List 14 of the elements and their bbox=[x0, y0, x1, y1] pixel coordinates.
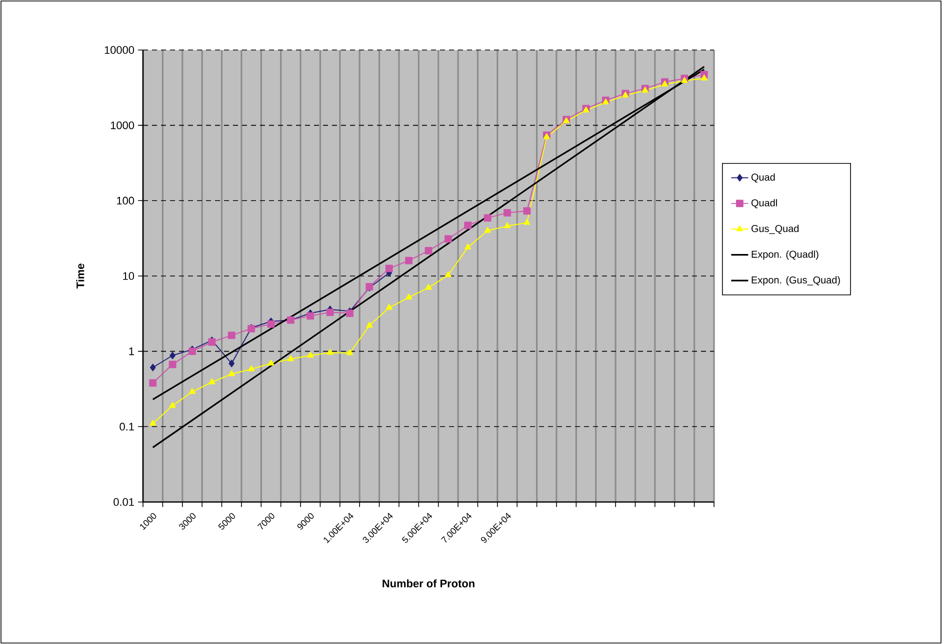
y-tick-label: 10000 bbox=[104, 46, 134, 54]
legend-label: Expon. (Gus_Quad) bbox=[752, 276, 840, 286]
y-tick-label: 100 bbox=[117, 196, 134, 205]
legend-label: Quadl bbox=[751, 199, 777, 208]
y-axis-title: Time bbox=[76, 264, 84, 289]
y-tick-label: 0.1 bbox=[120, 422, 134, 431]
y-tick-label: 10 bbox=[123, 272, 134, 280]
y-tick-label: 1000 bbox=[110, 121, 134, 130]
x-axis-title: Number of Proton bbox=[382, 579, 474, 588]
legend-label: Quad bbox=[751, 173, 775, 182]
y-tick-label: 0.01 bbox=[114, 498, 134, 506]
legend-label: Expon. (Quadl) bbox=[752, 250, 818, 260]
legend-label: Gus_Quad bbox=[752, 224, 799, 234]
y-tick-label: 1 bbox=[129, 348, 134, 356]
